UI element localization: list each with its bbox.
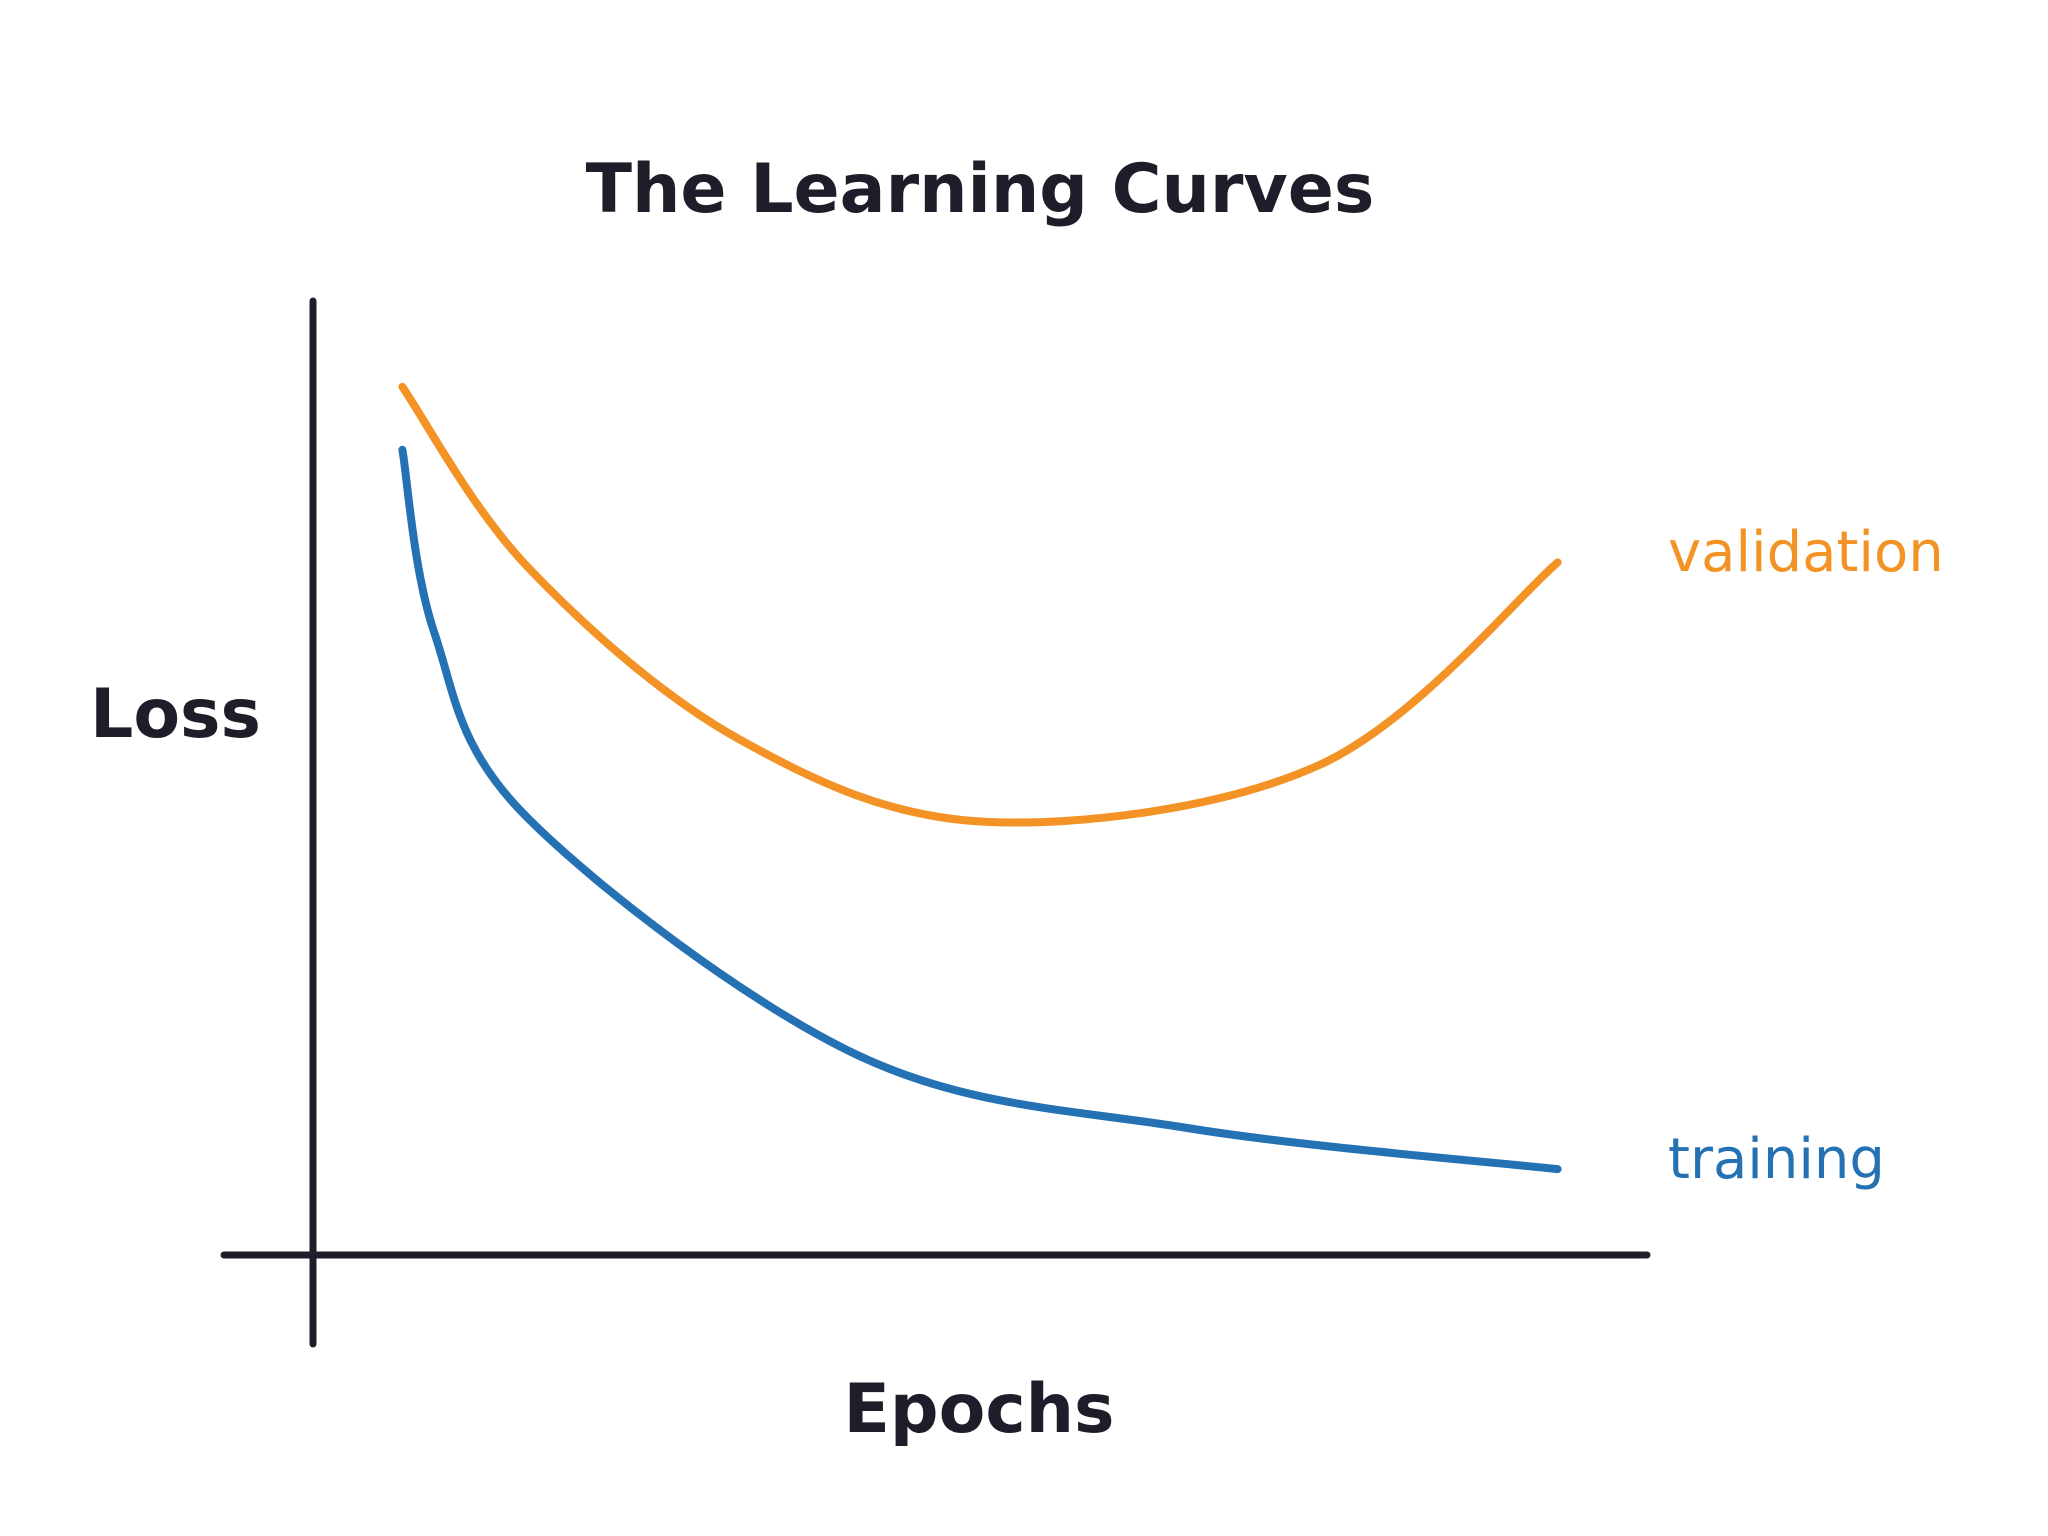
series-label-training: training bbox=[1668, 1127, 1885, 1193]
series-label-validation: validation bbox=[1668, 520, 1944, 586]
series-line-training bbox=[398, 445, 1562, 1174]
x-axis-label: Epochs bbox=[843, 1370, 1115, 1449]
y-axis-label: Loss bbox=[90, 675, 261, 754]
series-line-validation bbox=[398, 382, 1562, 827]
chart-title: The Learning Curves bbox=[585, 150, 1375, 229]
